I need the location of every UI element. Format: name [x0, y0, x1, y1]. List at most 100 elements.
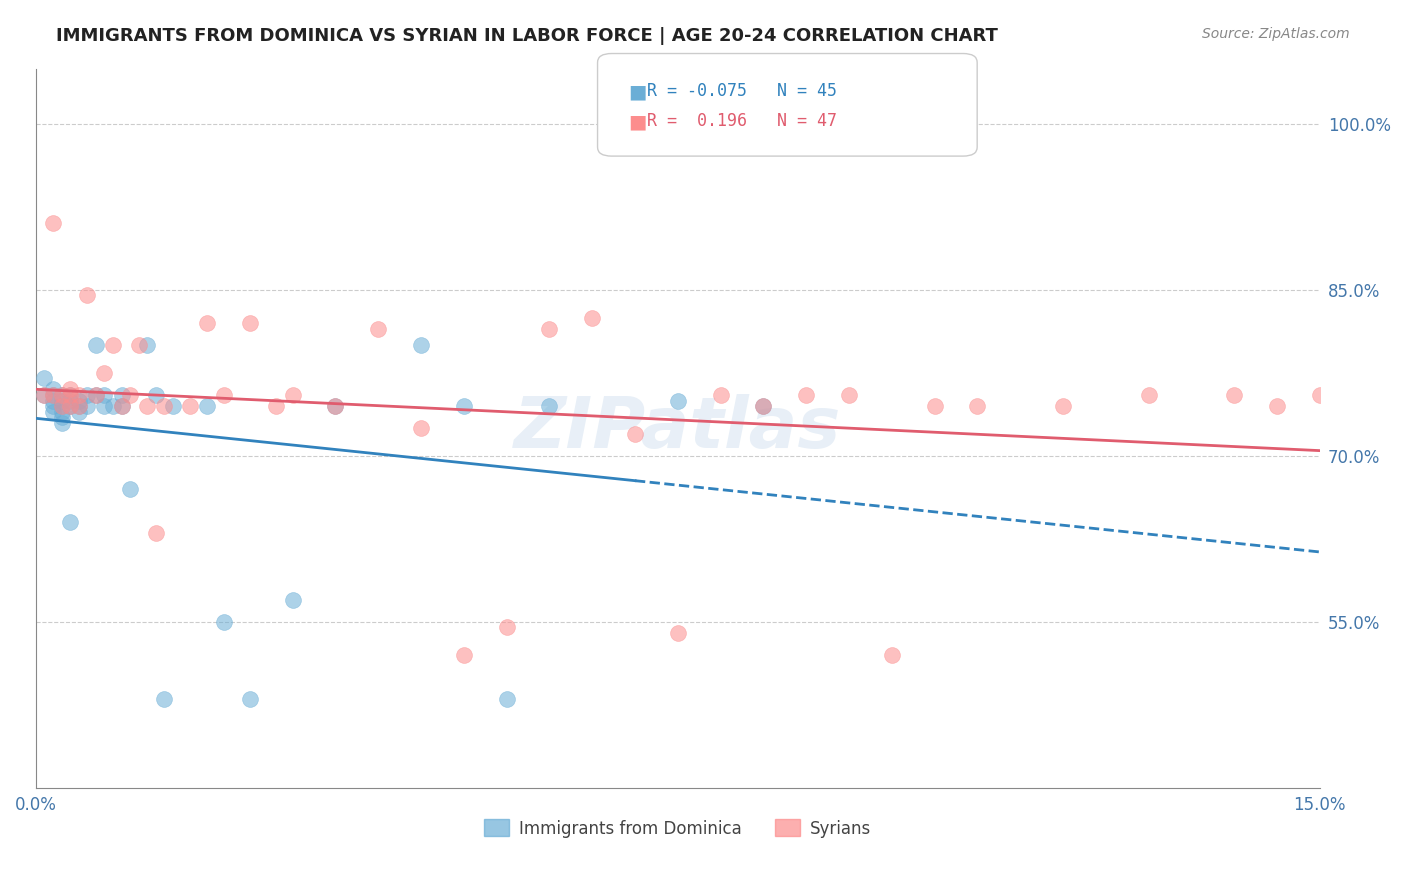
Point: [59, 399, 82, 413]
Point: [325, 399, 347, 413]
Legend: Immigrants from Dominica, Syrians: Immigrants from Dominica, Syrians: [478, 813, 879, 844]
Point: [51, 388, 73, 402]
Point: [367, 321, 389, 335]
Point: [752, 399, 775, 413]
Point: [51, 410, 73, 425]
Point: [752, 399, 775, 413]
Point: [1309, 388, 1331, 402]
Point: [42, 393, 65, 408]
Point: [51, 399, 73, 413]
Point: [59, 388, 82, 402]
Point: [67, 399, 90, 413]
Point: [59, 383, 82, 397]
Point: [76, 388, 98, 402]
Point: [794, 388, 817, 402]
Point: [145, 526, 167, 541]
Point: [76, 288, 98, 302]
Point: [624, 426, 647, 441]
Text: IMMIGRANTS FROM DOMINICA VS SYRIAN IN LABOR FORCE | AGE 20-24 CORRELATION CHART: IMMIGRANTS FROM DOMINICA VS SYRIAN IN LA…: [56, 27, 998, 45]
Point: [84, 388, 107, 402]
Point: [325, 399, 347, 413]
Point: [120, 482, 142, 496]
Point: [453, 648, 475, 662]
Point: [67, 404, 90, 418]
Point: [145, 388, 167, 402]
Point: [136, 399, 159, 413]
Point: [42, 388, 65, 402]
Point: [838, 388, 860, 402]
Point: [1265, 399, 1288, 413]
Point: [281, 592, 304, 607]
Point: [93, 366, 115, 380]
Point: [110, 399, 132, 413]
Point: [195, 399, 218, 413]
Point: [67, 393, 90, 408]
Point: [59, 515, 82, 529]
Point: [128, 338, 150, 352]
Point: [93, 399, 115, 413]
Point: [42, 388, 65, 402]
Point: [67, 399, 90, 413]
Point: [110, 388, 132, 402]
Point: [195, 316, 218, 330]
Point: [666, 626, 689, 640]
Point: [51, 399, 73, 413]
Point: [924, 399, 946, 413]
Point: [51, 404, 73, 418]
Point: [34, 388, 56, 402]
Point: [59, 393, 82, 408]
Point: [67, 388, 90, 402]
Point: [1137, 388, 1160, 402]
Point: [409, 421, 432, 435]
Text: ■: ■: [628, 112, 647, 131]
Point: [34, 388, 56, 402]
Point: [101, 338, 124, 352]
Point: [153, 692, 176, 706]
Text: ZIPatlas: ZIPatlas: [515, 393, 841, 463]
Text: R = -0.075   N = 45: R = -0.075 N = 45: [647, 82, 837, 100]
Text: ■: ■: [628, 82, 647, 101]
Point: [538, 399, 561, 413]
Point: [59, 399, 82, 413]
Point: [162, 399, 184, 413]
Point: [966, 399, 988, 413]
Point: [538, 321, 561, 335]
Point: [409, 338, 432, 352]
Point: [84, 388, 107, 402]
Point: [239, 692, 262, 706]
Point: [453, 399, 475, 413]
Point: [76, 399, 98, 413]
Point: [93, 388, 115, 402]
Point: [1223, 388, 1246, 402]
Point: [666, 393, 689, 408]
Point: [212, 388, 235, 402]
Text: R =  0.196   N = 47: R = 0.196 N = 47: [647, 112, 837, 130]
Point: [495, 620, 517, 634]
Point: [281, 388, 304, 402]
Point: [179, 399, 201, 413]
Point: [710, 388, 733, 402]
Point: [264, 399, 287, 413]
Point: [59, 388, 82, 402]
Point: [1052, 399, 1074, 413]
Point: [212, 615, 235, 629]
Point: [110, 399, 132, 413]
Point: [120, 388, 142, 402]
Point: [153, 399, 176, 413]
Point: [880, 648, 903, 662]
Point: [101, 399, 124, 413]
Text: Source: ZipAtlas.com: Source: ZipAtlas.com: [1202, 27, 1350, 41]
Point: [42, 383, 65, 397]
Point: [42, 404, 65, 418]
Point: [51, 416, 73, 430]
Point: [42, 399, 65, 413]
Point: [495, 692, 517, 706]
Point: [51, 393, 73, 408]
Point: [239, 316, 262, 330]
Point: [136, 338, 159, 352]
Point: [581, 310, 603, 325]
Point: [42, 217, 65, 231]
Point: [34, 371, 56, 385]
Point: [51, 388, 73, 402]
Point: [84, 338, 107, 352]
